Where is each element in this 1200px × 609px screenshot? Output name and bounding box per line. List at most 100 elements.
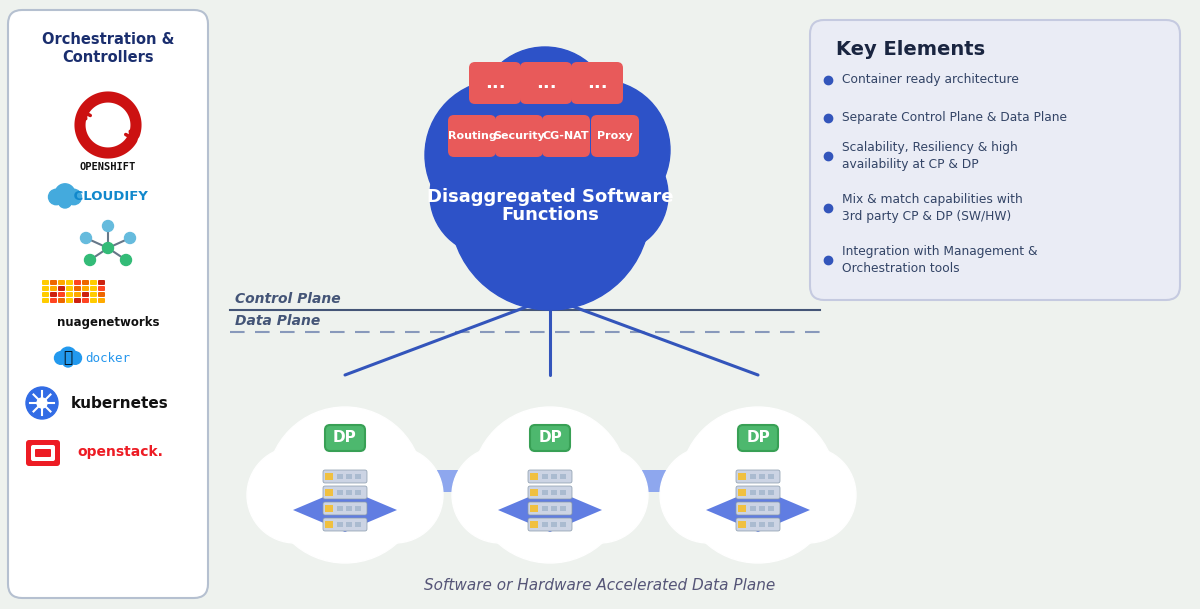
- Text: Security: Security: [493, 131, 545, 141]
- Circle shape: [760, 447, 856, 543]
- FancyBboxPatch shape: [58, 280, 65, 285]
- Text: Controllers: Controllers: [62, 50, 154, 65]
- Circle shape: [512, 422, 588, 498]
- Bar: [337, 506, 343, 511]
- Bar: [337, 522, 343, 527]
- Circle shape: [68, 352, 82, 364]
- Circle shape: [746, 428, 826, 508]
- FancyBboxPatch shape: [42, 286, 49, 291]
- Bar: [530, 505, 538, 512]
- FancyBboxPatch shape: [323, 502, 367, 515]
- FancyBboxPatch shape: [738, 425, 778, 451]
- FancyBboxPatch shape: [42, 292, 49, 297]
- Text: nuagenetworks: nuagenetworks: [56, 316, 160, 329]
- Circle shape: [450, 110, 650, 310]
- FancyBboxPatch shape: [74, 286, 82, 291]
- FancyBboxPatch shape: [520, 62, 572, 104]
- Circle shape: [54, 352, 67, 364]
- FancyBboxPatch shape: [82, 298, 89, 303]
- Circle shape: [690, 428, 770, 508]
- Polygon shape: [706, 488, 810, 532]
- FancyBboxPatch shape: [323, 486, 367, 499]
- Circle shape: [334, 428, 413, 508]
- FancyBboxPatch shape: [90, 298, 97, 303]
- Text: Software or Hardware Accelerated Data Plane: Software or Hardware Accelerated Data Pl…: [425, 577, 775, 593]
- Circle shape: [307, 422, 383, 498]
- FancyBboxPatch shape: [571, 62, 623, 104]
- FancyBboxPatch shape: [528, 486, 572, 499]
- FancyBboxPatch shape: [736, 486, 780, 499]
- Bar: [325, 505, 334, 512]
- Circle shape: [55, 184, 74, 203]
- FancyBboxPatch shape: [50, 286, 58, 291]
- Text: Scalability, Resiliency & high
availability at CP & DP: Scalability, Resiliency & high availabil…: [842, 141, 1018, 171]
- Circle shape: [482, 428, 562, 508]
- Text: ...: ...: [587, 74, 607, 92]
- Bar: [355, 490, 361, 495]
- Text: ...: ...: [535, 74, 557, 92]
- Bar: [738, 473, 746, 480]
- Text: 🐳: 🐳: [64, 351, 72, 365]
- Bar: [760, 474, 766, 479]
- Text: DP: DP: [334, 431, 356, 446]
- Circle shape: [452, 447, 548, 543]
- FancyBboxPatch shape: [736, 502, 780, 515]
- FancyBboxPatch shape: [82, 286, 89, 291]
- FancyBboxPatch shape: [74, 298, 82, 303]
- Bar: [551, 522, 557, 527]
- FancyBboxPatch shape: [325, 425, 365, 451]
- FancyBboxPatch shape: [74, 280, 82, 285]
- FancyBboxPatch shape: [323, 518, 367, 531]
- FancyBboxPatch shape: [528, 518, 572, 531]
- Bar: [768, 490, 774, 495]
- Circle shape: [102, 220, 114, 231]
- Circle shape: [66, 189, 82, 205]
- Bar: [355, 506, 361, 511]
- Circle shape: [660, 447, 756, 543]
- FancyBboxPatch shape: [530, 425, 570, 451]
- FancyBboxPatch shape: [98, 298, 106, 303]
- FancyBboxPatch shape: [469, 62, 521, 104]
- Circle shape: [680, 407, 836, 563]
- FancyBboxPatch shape: [82, 280, 89, 285]
- Bar: [560, 506, 566, 511]
- Text: Mix & match capabilities with
3rd party CP & DP (SW/HW): Mix & match capabilities with 3rd party …: [842, 193, 1022, 223]
- Text: Proxy: Proxy: [598, 131, 632, 141]
- Text: OPENSHIFT: OPENSHIFT: [80, 162, 136, 172]
- Circle shape: [59, 195, 72, 208]
- Circle shape: [37, 398, 47, 408]
- Circle shape: [430, 135, 550, 255]
- FancyBboxPatch shape: [35, 449, 50, 457]
- Bar: [325, 473, 334, 480]
- Bar: [551, 490, 557, 495]
- Text: Container ready architecture: Container ready architecture: [842, 74, 1019, 86]
- Bar: [346, 490, 352, 495]
- FancyBboxPatch shape: [66, 286, 73, 291]
- Bar: [542, 490, 548, 495]
- Bar: [738, 521, 746, 528]
- FancyBboxPatch shape: [58, 298, 65, 303]
- FancyBboxPatch shape: [542, 115, 590, 157]
- FancyBboxPatch shape: [528, 470, 572, 483]
- Bar: [560, 474, 566, 479]
- FancyBboxPatch shape: [26, 440, 60, 466]
- Text: Routing: Routing: [448, 131, 497, 141]
- Text: Control Plane: Control Plane: [235, 292, 341, 306]
- Text: Data Plane: Data Plane: [235, 314, 320, 328]
- FancyBboxPatch shape: [592, 115, 640, 157]
- Bar: [738, 505, 746, 512]
- Circle shape: [347, 447, 443, 543]
- FancyBboxPatch shape: [8, 10, 208, 598]
- Circle shape: [125, 233, 136, 244]
- Text: openstack.: openstack.: [77, 445, 163, 459]
- Bar: [760, 506, 766, 511]
- Bar: [325, 521, 334, 528]
- Bar: [750, 490, 756, 495]
- FancyBboxPatch shape: [528, 502, 572, 515]
- FancyBboxPatch shape: [58, 292, 65, 297]
- Bar: [760, 490, 766, 495]
- Bar: [346, 506, 352, 511]
- Bar: [530, 489, 538, 496]
- FancyBboxPatch shape: [448, 115, 496, 157]
- Circle shape: [472, 407, 628, 563]
